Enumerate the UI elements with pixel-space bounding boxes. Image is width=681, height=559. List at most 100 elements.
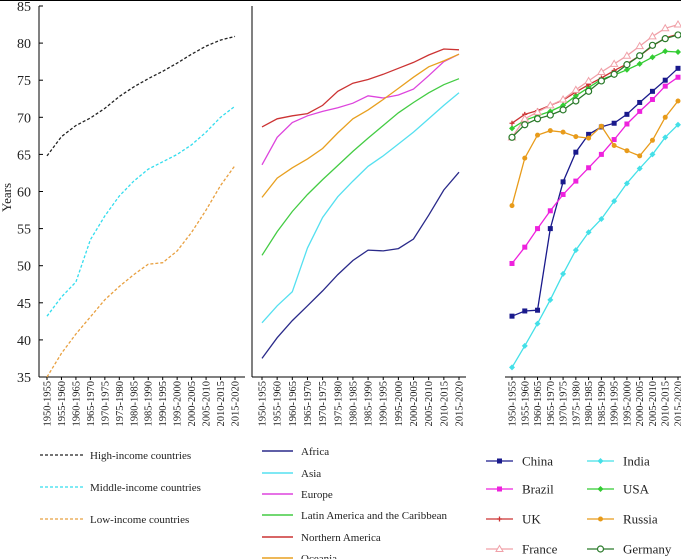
legend-marker-russia xyxy=(598,516,603,522)
series-point-germany xyxy=(533,115,542,123)
legend-marker-usa xyxy=(597,486,604,492)
series-point-india xyxy=(534,320,541,327)
income-panel: 35 40 45 50 55 60 65 70 75 80 85 Years 1950-1955 1955… xyxy=(0,0,245,427)
series-point-russia xyxy=(624,148,630,154)
countries-panel: 1950-1955 1955-1960 1960-1965 1965-1970 1970… xyxy=(505,20,681,427)
series-point-brazil xyxy=(509,260,515,266)
series-point-germany xyxy=(546,111,554,119)
series-line-northern-america xyxy=(261,48,460,128)
series-point-china xyxy=(624,111,630,117)
series-point-usa xyxy=(675,49,681,56)
legend-label-high-income-countries: High-income countries xyxy=(90,450,191,462)
legend-label-europe: Europe xyxy=(301,489,333,501)
x-tick-label: 2015-2020 xyxy=(674,381,681,427)
series-point-france xyxy=(533,107,542,116)
legend-marker-india xyxy=(597,458,604,464)
series-point-china xyxy=(535,307,541,313)
legend-marker-brazil xyxy=(497,486,502,492)
series-point-france xyxy=(648,31,657,40)
series-point-brazil xyxy=(535,226,541,232)
x-tick-label: 1975-1980 xyxy=(115,381,126,427)
series-line-brazil xyxy=(511,76,679,264)
x-tick-label: 2005-2010 xyxy=(424,381,435,427)
x-tick-label: 2015-2020 xyxy=(455,381,466,427)
series-point-brazil xyxy=(598,151,604,157)
series-line-india xyxy=(511,124,679,368)
x-tick-label: 1970-1975 xyxy=(318,381,329,427)
x-tick-label: 1980-1985 xyxy=(348,381,359,427)
series-point-france xyxy=(545,100,555,109)
series-point-china xyxy=(611,120,617,126)
series-point-china xyxy=(547,226,553,232)
x-tick-label: 2000-2005 xyxy=(635,381,646,427)
series-point-germany xyxy=(585,87,593,95)
y-tick-label: 40 xyxy=(17,334,31,349)
x-tick-label: 1970-1975 xyxy=(100,381,111,427)
legend-label-usa: USA xyxy=(623,482,650,497)
series-point-brazil xyxy=(662,83,668,89)
series-point-china xyxy=(662,77,668,83)
series-point-germany xyxy=(623,61,631,69)
series-point-germany xyxy=(636,52,644,60)
series-point-brazil xyxy=(560,191,566,197)
series-point-germany xyxy=(674,31,681,39)
x-tick-label: 1985-1990 xyxy=(597,381,608,427)
x-tick-label: 2005-2010 xyxy=(202,381,213,427)
series-point-usa xyxy=(649,54,656,61)
legend-marker-germany xyxy=(596,545,605,553)
y-tick-label: 60 xyxy=(17,186,31,201)
series-point-brazil xyxy=(637,108,643,114)
x-tick-label: 1975-1980 xyxy=(571,381,582,427)
series-point-india xyxy=(649,151,656,158)
series-line-middle-income-countries xyxy=(46,105,236,317)
series-point-india xyxy=(611,198,618,205)
x-tick-label: 1965-1970 xyxy=(303,381,314,427)
x-tick-label: 1965-1970 xyxy=(86,381,97,427)
legend-label-middle-income-countries: Middle-income countries xyxy=(90,482,201,494)
x-tick-label: 1980-1985 xyxy=(584,381,595,427)
series-line-europe xyxy=(261,53,460,166)
series-point-russia xyxy=(649,137,655,143)
series-point-uk xyxy=(509,120,515,126)
series-line-oceania xyxy=(261,53,460,198)
series-point-india xyxy=(623,180,630,187)
series-point-india xyxy=(675,121,681,128)
series-point-russia xyxy=(547,128,553,134)
legend-label-latin-america-and-the-caribbean: Latin America and the Caribbean xyxy=(301,510,447,522)
series-point-russia xyxy=(675,98,681,104)
legend-label-africa: Africa xyxy=(301,446,329,458)
series-point-germany xyxy=(597,77,605,85)
series-point-france xyxy=(571,85,581,93)
series-point-usa xyxy=(623,66,630,73)
series-point-france xyxy=(609,59,619,67)
series-point-russia xyxy=(598,123,604,129)
legend-label-uk: UK xyxy=(522,512,541,527)
series-point-india xyxy=(572,247,579,254)
series-point-india xyxy=(636,165,643,172)
series-point-france xyxy=(558,94,568,103)
x-tick-label: 1970-1975 xyxy=(559,381,570,427)
legend-marker-france xyxy=(495,544,504,552)
series-point-brazil xyxy=(611,137,617,143)
series-point-france xyxy=(622,51,632,59)
series-point-india xyxy=(547,296,554,303)
legend-marker-uk xyxy=(497,516,502,522)
legend-label-brazil: Brazil xyxy=(522,482,554,497)
x-tick-label: 1960-1965 xyxy=(71,381,82,427)
series-point-germany xyxy=(648,41,657,49)
x-tick-label: 1995-2000 xyxy=(173,381,184,427)
series-point-france xyxy=(597,67,606,76)
y-tick-label: 55 xyxy=(17,223,31,238)
x-tick-label: 1990-1995 xyxy=(610,381,621,427)
series-point-india xyxy=(509,364,515,371)
legend-label-asia: Asia xyxy=(301,468,321,480)
x-tick-label: 1950-1955 xyxy=(258,381,269,427)
series-point-china xyxy=(522,308,528,314)
legend-label-france: France xyxy=(522,542,558,557)
series-point-russia xyxy=(586,135,592,141)
x-tick-label: 2010-2015 xyxy=(439,381,450,427)
x-tick-label: 2000-2005 xyxy=(409,381,420,427)
regions-legend: Africa Asia Europe Latin America and the Ca… xyxy=(262,446,447,559)
y-tick-label: 65 xyxy=(17,148,31,163)
